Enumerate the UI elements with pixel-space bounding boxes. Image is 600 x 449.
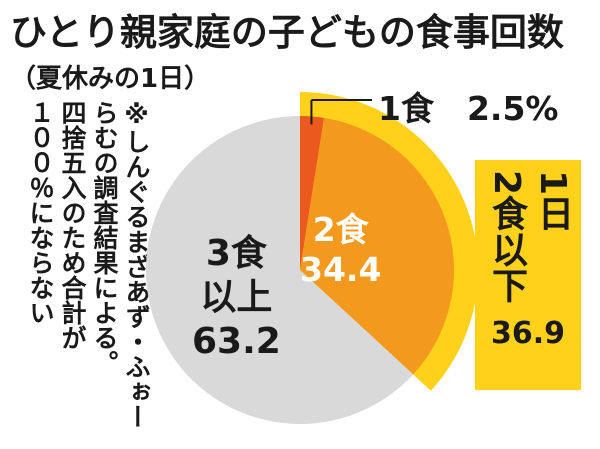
- slice-label-3meals-name-2: 以上: [200, 277, 273, 318]
- slice-label-3meals: 3食 以上 63.2: [192, 232, 281, 364]
- pie-slice-3meals-plus: [145, 116, 414, 425]
- footnote-line-2: らむの調査結果による。: [90, 100, 119, 375]
- footnote-line-3: 四捨五入のため合計が: [58, 100, 87, 350]
- group-label-col2: 2食以下: [486, 170, 527, 304]
- chart-title: ひとり親家庭の子どもの食事回数: [10, 11, 564, 54]
- slice-label-2meals: 2食 34.4: [300, 210, 381, 290]
- pie-slice-2meals: [300, 117, 454, 375]
- slice-label-2meals-name: 2食: [312, 210, 369, 249]
- slice-label-3meals-name-1: 3食: [205, 233, 267, 274]
- group-label-box: 1日 2食以下 36.9: [475, 160, 581, 390]
- slice-label-3meals-value: 63.2: [192, 321, 281, 362]
- group-label-col1: 1日: [532, 170, 573, 232]
- pie-slice-1meal: [300, 116, 325, 270]
- group-label-value: 36.9: [490, 316, 566, 351]
- footnote-line-4: １００％にならない: [26, 100, 55, 325]
- chart-subtitle: （夏休みの1日）: [10, 64, 211, 94]
- callout-label-1meal: 1食 2.5%: [378, 89, 559, 128]
- slice-label-2meals-value: 34.4: [300, 250, 382, 289]
